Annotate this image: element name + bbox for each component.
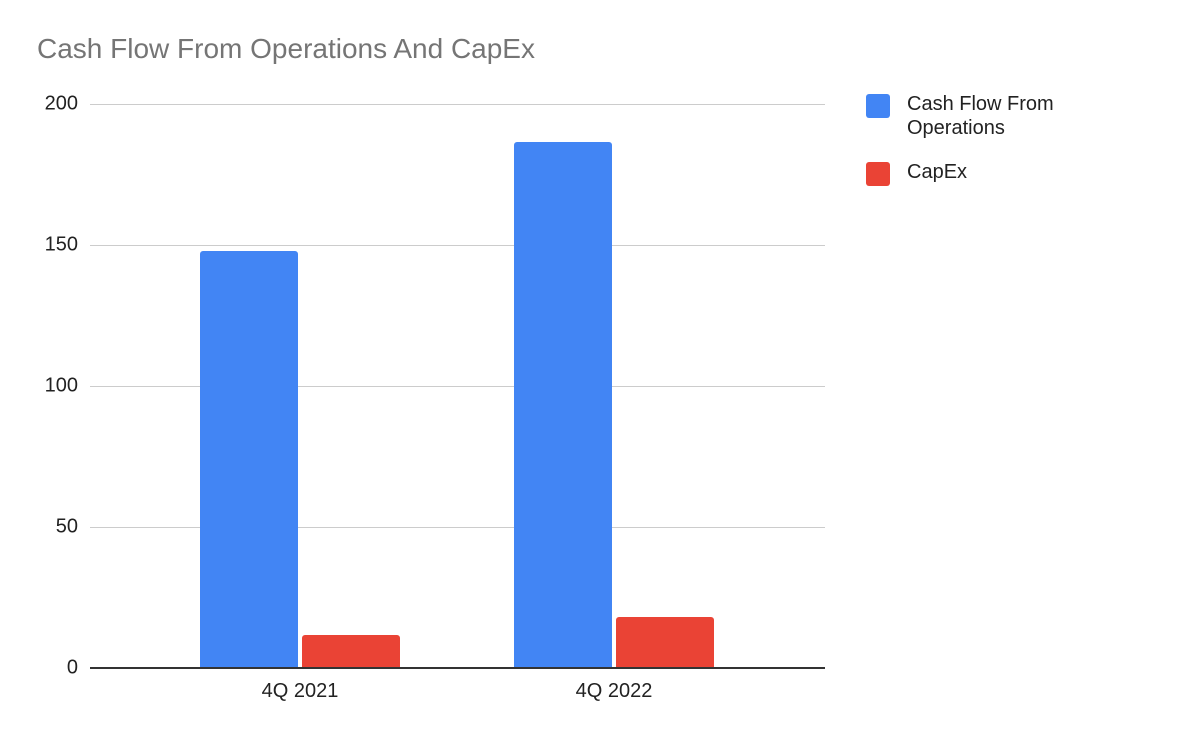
legend-swatch-capex [866, 162, 890, 186]
y-tick-50: 50 [55, 515, 78, 538]
y-tick-150: 150 [44, 233, 78, 256]
y-tick-100: 100 [44, 374, 78, 397]
legend: Cash Flow From Operations CapEx [866, 92, 1107, 206]
plot-area [90, 104, 825, 669]
gridline-150 [90, 245, 825, 246]
x-tick-4q-2022: 4Q 2022 [575, 680, 653, 702]
bar-cash-flow-from-operations-4q-2021[interactable] [200, 251, 298, 667]
legend-item-cash-flow[interactable]: Cash Flow From Operations [866, 92, 1107, 140]
legend-item-capex[interactable]: CapEx [866, 160, 1107, 186]
legend-label-capex: CapEx [907, 161, 968, 183]
chart-title: Cash Flow From Operations And CapEx [37, 33, 535, 64]
gridline-200 [90, 104, 825, 105]
y-tick-200: 200 [44, 92, 78, 115]
x-tick-4q-2021: 4Q 2021 [261, 680, 339, 702]
bar-cash-flow-from-operations-4q-2022[interactable] [514, 142, 612, 667]
bar-capex-4q-2022[interactable] [616, 617, 714, 667]
bar-capex-4q-2021[interactable] [302, 635, 400, 667]
gridline-50 [90, 527, 825, 528]
y-tick-0: 0 [66, 656, 78, 679]
gridline-100 [90, 386, 825, 387]
legend-label-cash-flow: Cash Flow From Operations [907, 93, 1054, 139]
x-axis-baseline [90, 667, 825, 669]
legend-swatch-cash-flow [866, 94, 890, 118]
